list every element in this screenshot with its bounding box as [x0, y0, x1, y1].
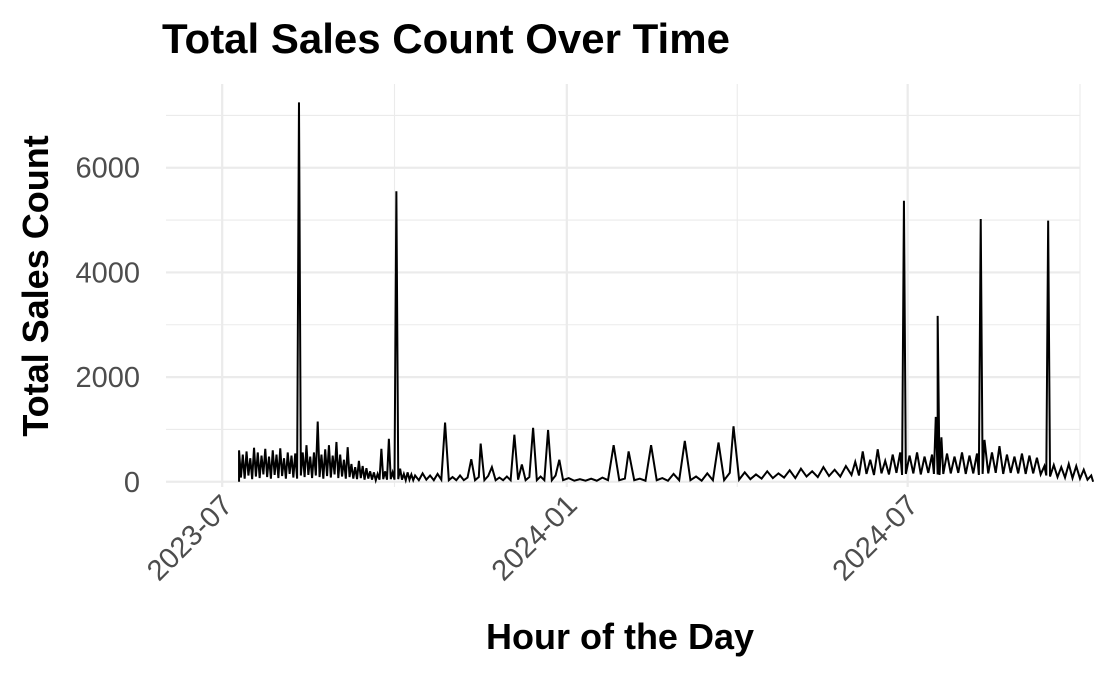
series-layer — [238, 102, 1095, 485]
y-tick-label: 4000 — [75, 257, 140, 289]
chart-title: Total Sales Count Over Time — [162, 15, 730, 62]
x-tick-label: 2024-07 — [827, 489, 925, 587]
x-tick-label: 2023-07 — [141, 489, 239, 587]
x-axis-title: Hour of the Day — [486, 616, 754, 657]
y-axis-title: Total Sales Count — [15, 135, 56, 436]
y-tick-label: 6000 — [75, 153, 140, 185]
y-tick-label: 0 — [124, 467, 140, 499]
x-axis-ticks: 2023-07 2024-01 2024-07 — [141, 489, 924, 587]
major-gridlines — [166, 84, 1080, 487]
series-line — [238, 102, 1095, 485]
y-tick-label: 2000 — [75, 362, 140, 394]
x-tick-label: 2024-01 — [486, 489, 584, 587]
y-axis-ticks: 0 2000 4000 6000 — [75, 153, 140, 499]
minor-gridlines — [166, 84, 1081, 487]
